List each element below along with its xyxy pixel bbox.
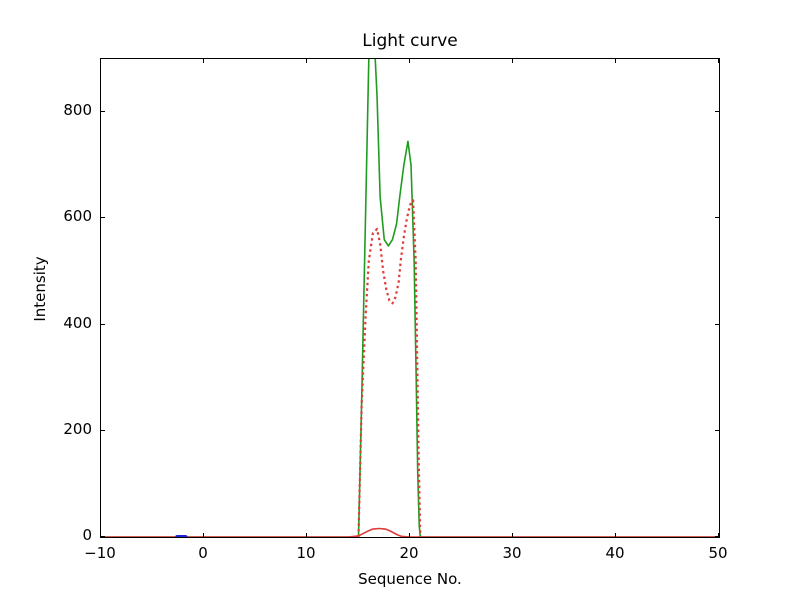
x-tick-mark-top xyxy=(718,58,719,63)
x-tick-label: 10 xyxy=(296,544,316,562)
plot-canvas xyxy=(101,59,719,537)
x-tick-mark xyxy=(100,533,101,538)
plot-area xyxy=(100,58,720,538)
y-tick-label: 0 xyxy=(82,526,92,544)
y-tick-mark xyxy=(100,111,105,113)
x-tick-label: 40 xyxy=(605,544,625,562)
x-tick-label: 50 xyxy=(708,544,728,562)
y-tick-label-group: 0 200 400 600 800 xyxy=(40,0,92,600)
y-axis-label: Intensity xyxy=(31,256,49,322)
x-tick-mark xyxy=(718,533,719,538)
y-tick-mark-right xyxy=(715,111,720,113)
x-tick-mark xyxy=(203,533,204,538)
y-tick-mark xyxy=(100,429,105,431)
x-tick-mark-top xyxy=(512,58,513,63)
y-tick-label: 200 xyxy=(63,419,92,438)
x-tick-mark-top xyxy=(100,58,101,63)
x-tick-mark xyxy=(512,533,513,538)
x-tick-mark-top xyxy=(306,58,307,63)
y-tick-label: 400 xyxy=(63,313,92,332)
x-tick-mark xyxy=(615,533,616,538)
series-line-model xyxy=(101,59,719,537)
x-axis-label: Sequence No. xyxy=(358,570,462,588)
x-tick-label-group: −10 0 10 20 30 40 50 xyxy=(0,546,800,570)
x-tick-label: −10 xyxy=(84,544,116,562)
y-tick-mark-right xyxy=(715,323,720,325)
y-tick-mark-right xyxy=(715,217,720,219)
x-tick-label: 0 xyxy=(198,544,208,562)
y-tick-mark xyxy=(100,536,105,537)
chart-title: Light curve xyxy=(362,31,458,51)
y-tick-mark-right xyxy=(715,429,720,431)
x-tick-mark xyxy=(306,533,307,538)
y-tick-mark xyxy=(100,217,105,219)
x-tick-mark xyxy=(409,533,410,538)
x-tick-label: 20 xyxy=(399,544,419,562)
x-tick-mark-top xyxy=(615,58,616,63)
x-tick-mark-top xyxy=(203,58,204,63)
y-tick-mark xyxy=(100,323,105,325)
series-line-residual xyxy=(101,527,719,537)
y-tick-label: 600 xyxy=(63,207,92,226)
x-tick-mark-top xyxy=(409,58,410,63)
x-tick-label: 30 xyxy=(502,544,522,562)
y-tick-label: 800 xyxy=(63,101,92,120)
series-line-data xyxy=(357,199,422,537)
y-tick-mark-right xyxy=(715,536,720,537)
